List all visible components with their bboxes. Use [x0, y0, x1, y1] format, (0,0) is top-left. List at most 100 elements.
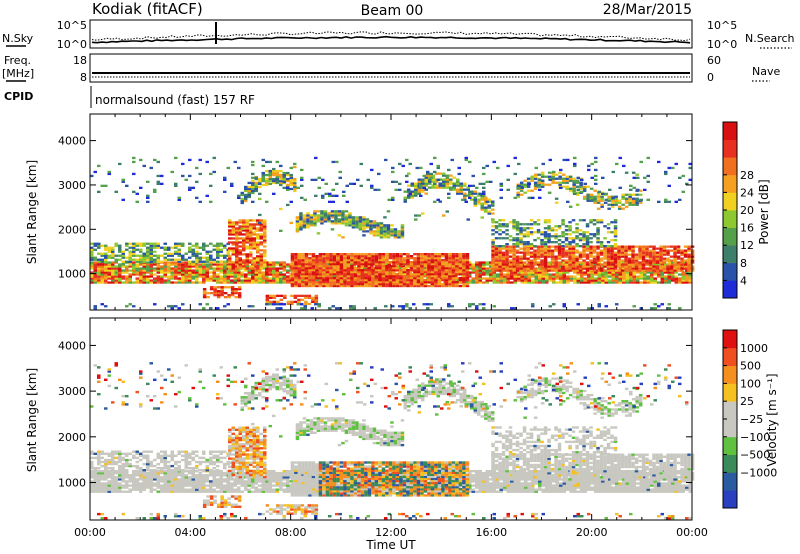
power-cells-cell-181 — [153, 277, 157, 280]
power-cells-cell-3345 — [437, 259, 442, 262]
power-cells-cell-2232 — [275, 169, 279, 173]
power-cells-cell-4300 — [585, 223, 590, 226]
power-cells-cell-3450 — [462, 273, 466, 276]
power-cells-cell-4442 — [575, 193, 580, 196]
power-cells-cell-4008 — [659, 265, 663, 268]
power-cells-cell-2949 — [353, 284, 358, 288]
power-cells-cell-5 — [90, 271, 94, 274]
power-cells-cell-3588 — [522, 255, 527, 258]
power-cells-cell-1119 — [489, 275, 493, 278]
power-cells-cell-1179 — [510, 281, 514, 284]
power-cells-cell-3139 — [392, 261, 396, 264]
power-cells-cell-3207 — [409, 281, 414, 284]
power-cells-cell-4285 — [582, 243, 586, 246]
power-cells-cell-3921 — [631, 253, 635, 256]
power-cells-cell-2263 — [293, 189, 297, 193]
power-cells-cell-3174 — [399, 253, 403, 256]
power-cells-cell-2501 — [414, 218, 418, 221]
power-cells-cell-4461 — [586, 193, 590, 196]
power-cells-cell-132 — [135, 273, 139, 276]
power-cells-cell-4339 — [613, 235, 618, 238]
power-cells-cell-471 — [254, 263, 258, 266]
power-cells-cell-2390 — [355, 226, 359, 229]
power-cells-cell-3404 — [451, 271, 456, 274]
power-cells-cell-1265 — [538, 269, 542, 272]
power-cells-cell-95 — [121, 281, 125, 284]
power-cells-cell-4271 — [575, 245, 579, 248]
power-cells-cell-2130 — [259, 233, 263, 236]
power-cells-cell-2116 — [256, 219, 260, 222]
power-cells-cell-222 — [167, 267, 171, 270]
power-cells-cell-4401 — [551, 177, 555, 180]
power-cells-cell-2840 — [329, 269, 333, 272]
power-cells-cell-1925 — [216, 242, 220, 245]
power-cells-cell-3895 — [624, 259, 628, 262]
power-cells-cell-2078 — [249, 223, 253, 226]
power-cells-cell-2060 — [249, 267, 253, 270]
freq-label-line2: [MHz] — [2, 67, 34, 80]
power-cells-cell-4204 — [540, 243, 544, 246]
power-cells-cell-8 — [90, 263, 94, 266]
power-cells-cell-1589 — [653, 281, 657, 284]
power-cells-cell-2137 — [263, 265, 267, 268]
power-cells-cell-3899 — [624, 251, 628, 254]
power-cells-cell-2127 — [259, 241, 263, 244]
power-cells-cell-4102 — [690, 257, 695, 260]
power-cells-cell-3684 — [554, 259, 558, 262]
power-cells-cell-1192 — [513, 275, 517, 278]
power-cells-cell-3382 — [448, 283, 452, 286]
power-cells-cell-3123 — [388, 261, 393, 264]
power-cells-cell-2946 — [350, 257, 354, 260]
power-cells-cell-3928 — [634, 265, 639, 268]
power-cells-cell-3210 — [409, 275, 414, 278]
power-cells-cell-1359 — [573, 279, 577, 282]
power-cells-cell-3066 — [378, 277, 382, 280]
power-cells-cell-1976 — [231, 227, 235, 230]
power-cells-cell-560 — [286, 265, 290, 268]
power-cells-cell-190 — [156, 275, 160, 278]
power-cells-cell-2824 — [325, 269, 330, 272]
power-cells-cell-3412 — [451, 255, 456, 258]
power-cells-cell-2530 — [424, 182, 428, 185]
power-cells-cell-1580 — [650, 277, 654, 280]
power-cells-cell-2206 — [261, 171, 265, 175]
power-cells-cell-3302 — [430, 279, 435, 282]
power-cells-cell-3932 — [634, 257, 639, 260]
power-cells-cell-3465 — [465, 275, 470, 278]
power-cells-cell-4561 — [216, 286, 221, 289]
power-cells-cell-3418 — [455, 273, 459, 276]
power-cells-cell-2119 — [259, 263, 263, 266]
power-cells-cell-3471 — [465, 263, 470, 266]
power-cells-cell-3289 — [427, 271, 431, 274]
power-cells-cell-582 — [296, 275, 300, 278]
power-cells-cell-253 — [177, 263, 181, 266]
power-cells-cell-2191 — [254, 181, 258, 185]
nave-label: Nave — [752, 65, 780, 78]
power-cells-cell-2975 — [357, 263, 361, 266]
power-cells-cell-1129 — [492, 277, 496, 280]
power-cells-cell-4129 — [501, 245, 506, 248]
power-cells-cell-65 — [111, 279, 115, 282]
power-cells-cell-1986 — [235, 253, 239, 256]
power-cells-cell-3444 — [462, 284, 466, 288]
power-cells-cell-3041 — [371, 259, 375, 262]
power-cells-cell-3288 — [427, 273, 431, 276]
power-cells-cell-1086 — [475, 263, 479, 266]
power-cells-cell-2229 — [275, 175, 279, 179]
power-cells-cell-2651 — [491, 200, 495, 203]
power-cells-cell-68 — [111, 273, 115, 276]
power-cells-cell-2939 — [350, 273, 354, 276]
power-cells-cell-3827 — [603, 257, 607, 260]
power-cells-cell-4921 — [457, 166, 461, 170]
power-cells-cell-741 — [349, 263, 353, 266]
power-cells-cell-337 — [209, 277, 213, 280]
power-cells-cell-2993 — [360, 259, 365, 262]
power-cells-cell-3512 — [498, 251, 502, 254]
power-cells-cell-3071 — [378, 267, 382, 270]
power-cells-cell-2919 — [346, 279, 351, 282]
power-cells-cell-4527 — [631, 199, 636, 202]
power-cells-cell-3734 — [571, 267, 576, 270]
power-cells-cell-4784 — [191, 186, 195, 189]
power-cells-cell-1549 — [639, 281, 643, 284]
power-cells-cell-1833 — [160, 246, 164, 249]
